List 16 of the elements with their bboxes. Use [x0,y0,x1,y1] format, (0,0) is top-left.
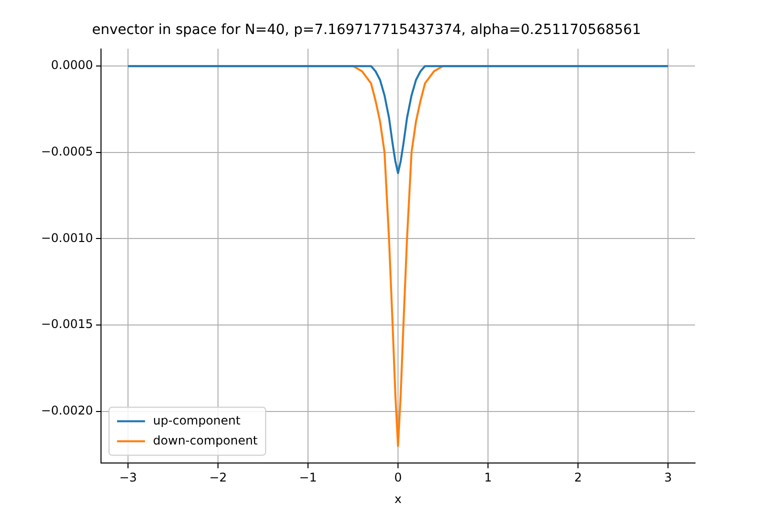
x-axis-title: x [394,492,402,506]
x-tick-label: 3 [664,470,672,485]
x-tick-label: 2 [574,470,582,485]
x-tick-label: 1 [484,470,492,485]
legend-label: down-component [153,433,258,448]
y-tick-label: 0.0000 [51,58,94,72]
y-tick-label: −0.0005 [40,144,94,159]
y-tick-label: −0.0015 [40,317,94,332]
x-tick-label: 0 [394,470,402,485]
x-tick-label: −3 [119,470,137,485]
x-tick-label: −2 [209,470,227,485]
legend-label: up-component [153,413,241,428]
chart-title: envector in space for N=40, p=7.169717715437374, alpha=0.251170568561 [92,22,641,38]
y-tick-label: −0.0020 [40,404,94,418]
x-tick-label: −1 [299,470,317,485]
y-tick-label: −0.0010 [40,230,94,245]
